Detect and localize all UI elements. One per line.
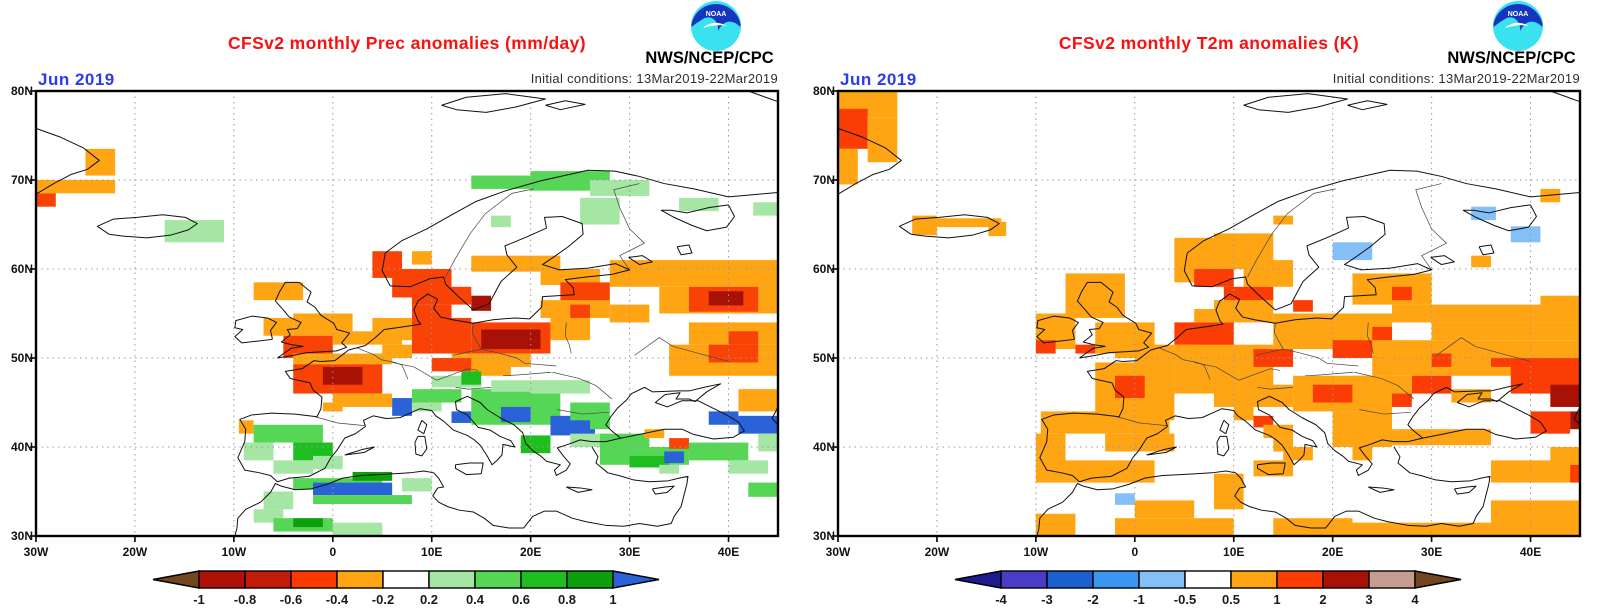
svg-text:0.4: 0.4: [466, 592, 485, 607]
svg-text:0.2: 0.2: [420, 592, 438, 607]
svg-text:4: 4: [1411, 592, 1419, 607]
svg-text:-1: -1: [193, 592, 205, 607]
lon-tick-label: 30W: [23, 545, 49, 559]
page-title: CFSv2 monthly Prec anomalies (mm/day): [227, 33, 587, 53]
t2m-panel: CFSv2 monthly T2m anomalies (K) NOAA NWS…: [802, 0, 1600, 611]
lat-tick-label: 30N: [812, 529, 835, 543]
svg-text:0.6: 0.6: [512, 592, 530, 607]
lon-tick-label: 20E: [1321, 545, 1344, 559]
prec-panel: CFSv2 monthly Prec anomalies (mm/day) NO…: [10, 0, 780, 607]
svg-text:2: 2: [1319, 592, 1326, 607]
svg-text:NOAA: NOAA: [706, 11, 727, 18]
lon-tick-label: 10W: [221, 545, 247, 559]
lat-tick-label: 60N: [812, 262, 835, 276]
month-label: Jun 2019: [38, 70, 115, 89]
svg-text:-0.5: -0.5: [1174, 592, 1196, 607]
lon-tick-label: 10E: [421, 545, 443, 559]
month-label: Jun 2019: [840, 70, 917, 89]
noaa-logo-icon: NOAA: [690, 0, 742, 52]
svg-text:-1: -1: [1133, 592, 1145, 607]
lat-tick-label: 80N: [812, 84, 835, 98]
svg-text:-0.4: -0.4: [326, 592, 349, 607]
svg-text:3: 3: [1365, 592, 1372, 607]
lon-tick-label: 20E: [519, 545, 542, 559]
svg-text:0.8: 0.8: [558, 592, 576, 607]
lat-tick-label: 70N: [10, 173, 33, 187]
lon-tick-label: 40E: [717, 545, 740, 559]
lat-tick-label: 30N: [10, 529, 33, 543]
svg-text:0.5: 0.5: [1222, 592, 1240, 607]
t2m-anomaly-map: [832, 89, 1582, 542]
initial-conditions-label: Initial conditions: 13Mar2019-22Mar2019: [1332, 71, 1580, 86]
lat-tick-label: 80N: [10, 84, 33, 98]
lon-tick-label: 0: [329, 545, 337, 559]
svg-text:-3: -3: [1041, 592, 1053, 607]
lon-tick-label: 20W: [122, 545, 148, 559]
lon-tick-label: 10W: [1023, 545, 1049, 559]
lon-tick-label: 40E: [1519, 545, 1542, 559]
svg-text:-0.6: -0.6: [280, 592, 302, 607]
lon-tick-label: 30W: [825, 545, 851, 559]
svg-text:NOAA: NOAA: [1508, 11, 1529, 18]
svg-text:-0.2: -0.2: [372, 592, 394, 607]
lat-tick-label: 40N: [10, 440, 33, 454]
prec-anomaly-map: [30, 89, 780, 542]
lat-tick-label: 40N: [812, 440, 835, 454]
svg-text:-2: -2: [1087, 592, 1099, 607]
page-title: CFSv2 monthly T2m anomalies (K): [1058, 33, 1360, 53]
lat-tick-label: 50N: [812, 351, 835, 365]
t2m-colorbar: -4 -3 -2 -1 -0.5 0.5 1 2 3 4: [954, 570, 1462, 607]
agency-label: NWS/NCEP/CPC: [645, 49, 774, 67]
lon-tick-label: 0: [1131, 545, 1139, 559]
svg-text:-0.8: -0.8: [234, 592, 256, 607]
noaa-logo-icon: NOAA: [1492, 0, 1544, 52]
svg-text:1: 1: [609, 592, 616, 607]
lon-tick-label: 30E: [618, 545, 641, 559]
svg-text:-4: -4: [995, 592, 1007, 607]
svg-text:1: 1: [1273, 592, 1280, 607]
lon-tick-label: 10E: [1223, 545, 1245, 559]
lat-tick-label: 60N: [10, 262, 33, 276]
lon-tick-label: 20W: [924, 545, 950, 559]
lat-tick-label: 70N: [812, 173, 835, 187]
prec-colorbar: -1 -0.8 -0.6 -0.4 -0.2 0.2 0.4 0.6 0.8 1: [152, 570, 660, 607]
lon-tick-label: 30E: [1420, 545, 1443, 559]
initial-conditions-label: Initial conditions: 13Mar2019-22Mar2019: [530, 71, 778, 86]
lat-tick-label: 50N: [10, 351, 33, 365]
agency-label: NWS/NCEP/CPC: [1447, 49, 1576, 67]
